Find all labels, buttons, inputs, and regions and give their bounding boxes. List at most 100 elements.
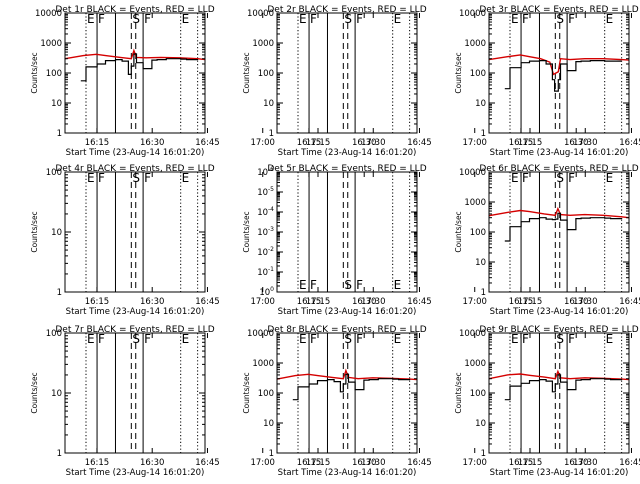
time-markers: EFSFE — [509, 171, 623, 292]
x-tick-label: 16:30 — [140, 297, 165, 307]
y-tick-label: 1000 — [252, 359, 274, 369]
series-lines — [489, 369, 629, 401]
x-axis-label: Start Time (23-Aug-14 16:01:20) — [490, 468, 629, 478]
y-tick-label: 10 — [475, 419, 486, 429]
panel-title: Det 7r BLACK = Events, RED = LLD — [55, 325, 214, 335]
marker-label: E — [87, 332, 95, 346]
y-tick-label: 10000 — [247, 329, 274, 339]
detector-panel-5: EFSFE16:1516:3016:4517:0017:1517:3010010… — [242, 164, 598, 317]
x-axis-label: Start Time (23-Aug-14 16:01:20) — [490, 148, 629, 158]
x-tick-label: 17:00 — [462, 138, 487, 148]
marker-label: F — [144, 12, 151, 26]
y-axis-label: Counts/sec — [30, 52, 39, 93]
x-tick-label: 16:45 — [195, 138, 220, 148]
x-tick-label: 16:15 — [85, 458, 110, 468]
y-tick-label: 100 — [470, 389, 486, 399]
time-markers: EFSFE — [509, 332, 623, 453]
x-tick-label: 16:45 — [407, 458, 432, 468]
marker-label: E — [299, 332, 307, 346]
x-tick-label: 16:30 — [140, 138, 165, 148]
panel-title: Det 3r BLACK = Events, RED = LLD — [479, 5, 638, 15]
x-tick-label: 17:30 — [361, 458, 386, 468]
y-tick-label: 100 — [46, 69, 62, 79]
marker-label: F — [522, 171, 529, 185]
marker-label: F — [522, 12, 529, 26]
y-axis-label: Counts/sec — [454, 372, 463, 413]
x-tick-label: 16:30 — [352, 138, 377, 148]
y-tick-base: 10 — [257, 248, 268, 258]
time-markers: EFSFE — [85, 332, 199, 453]
x-tick-label: 16:15 — [297, 458, 322, 468]
x-tick-label: 17:15 — [306, 297, 331, 307]
x-axis-label: Start Time (23-Aug-14 16:01:20) — [66, 307, 205, 317]
lld-series-line — [489, 206, 629, 219]
marker-label: S — [132, 332, 140, 346]
x-axis-label: Start Time (23-Aug-14 16:01:20) — [278, 307, 417, 317]
y-tick-label: 10000 — [459, 329, 486, 339]
panel-title: Det 4r BLACK = Events, RED = LLD — [55, 164, 214, 174]
panel-title: Det 9r BLACK = Events, RED = LLD — [479, 325, 638, 335]
x-axis-label: Start Time (23-Aug-14 16:01:20) — [490, 307, 629, 317]
panel-title: Det 6r BLACK = Events, RED = LLD — [479, 164, 638, 174]
marker-label: F — [356, 332, 363, 346]
x-tick-label: 16:45 — [407, 138, 432, 148]
y-tick-label: 10-4 — [257, 206, 274, 218]
y-axis-label: Counts/sec — [242, 211, 251, 252]
marker-label: E — [511, 332, 519, 346]
y-tick-exponent: -5 — [268, 186, 274, 193]
marker-label: F — [144, 332, 151, 346]
y-tick-base: 10 — [257, 168, 268, 178]
y-tick-label: 100 — [470, 69, 486, 79]
time-markers: EFSFE — [297, 332, 411, 453]
y-tick-label: 10-3 — [257, 226, 274, 238]
y-tick-label: 1 — [57, 449, 62, 459]
y-tick-label: 1000 — [464, 198, 486, 208]
x-tick-label: 16:15 — [509, 458, 534, 468]
detector-panel-4: EFSFE16:1516:3016:4517:0017:1517:3011010… — [30, 164, 386, 317]
events-series-line — [504, 374, 623, 401]
marker-label: E — [511, 12, 519, 26]
marker-label: S — [556, 332, 564, 346]
y-axis-label: Counts/sec — [454, 211, 463, 252]
y-tick-exponent: -4 — [268, 206, 274, 213]
marker-label: E — [182, 12, 190, 26]
marker-label: F — [310, 332, 317, 346]
marker-label: F — [356, 278, 363, 292]
marker-label: S — [344, 332, 352, 346]
marker-label: E — [394, 278, 402, 292]
y-tick-label: 10 — [263, 99, 274, 109]
series-lines — [277, 368, 417, 401]
marker-label: E — [511, 171, 519, 185]
x-tick-label: 17:00 — [462, 297, 487, 307]
lld-series-line — [65, 48, 205, 61]
y-axis-label: Counts/sec — [30, 211, 39, 252]
y-tick-label: 10-6 — [257, 166, 274, 178]
series-lines — [489, 54, 629, 92]
x-tick-label: 17:15 — [518, 138, 543, 148]
marker-label: F — [522, 332, 529, 346]
marker-label: E — [299, 278, 307, 292]
y-tick-label: 10 — [51, 99, 62, 109]
y-tick-label: 10 — [51, 228, 62, 238]
marker-label: E — [394, 332, 402, 346]
y-tick-base: 10 — [257, 188, 268, 198]
x-tick-label: 17:30 — [573, 138, 598, 148]
events-series-line — [80, 53, 199, 82]
y-tick-base: 10 — [257, 268, 268, 278]
x-tick-label: 17:15 — [518, 297, 543, 307]
panel-title: Det 1r BLACK = Events, RED = LLD — [55, 5, 214, 15]
marker-label: E — [606, 171, 614, 185]
x-tick-label: 16:15 — [297, 297, 322, 307]
marker-label: F — [568, 12, 575, 26]
y-tick-label: 10-2 — [257, 246, 274, 258]
y-tick-label: 1 — [57, 288, 62, 298]
x-tick-label: 16:30 — [352, 297, 377, 307]
series-lines — [65, 48, 205, 82]
y-tick-label: 10000 — [459, 9, 486, 19]
x-tick-label: 16:30 — [564, 138, 589, 148]
time-markers: EFSFE — [297, 12, 411, 133]
x-tick-label: 16:30 — [140, 458, 165, 468]
y-tick-label: 100 — [258, 389, 274, 399]
marker-label: F — [356, 12, 363, 26]
